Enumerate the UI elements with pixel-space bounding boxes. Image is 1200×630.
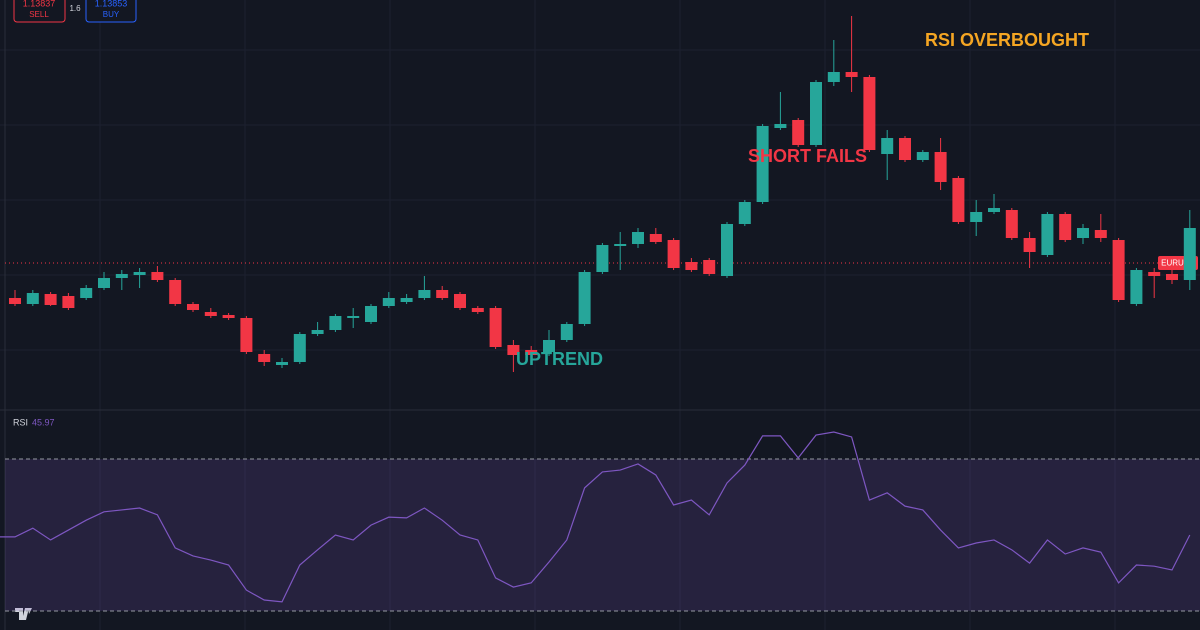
- rsi-line: [0, 431, 1191, 603]
- candle-body: [899, 138, 911, 160]
- sell-label: SELL: [29, 10, 49, 19]
- candle-body: [276, 362, 288, 365]
- candle-body: [952, 178, 965, 222]
- rsi-band: [5, 459, 1200, 612]
- candle-body: [721, 224, 733, 276]
- candle-body: [1112, 240, 1125, 300]
- candle-body: [329, 316, 342, 330]
- candle-body: [400, 298, 413, 302]
- candle-body: [756, 126, 769, 202]
- candle-body: [62, 296, 75, 308]
- buy-label: BUY: [103, 10, 120, 19]
- candle-body: [258, 354, 271, 362]
- candle-body: [311, 330, 324, 334]
- sell-price: 1.13837: [23, 0, 56, 8]
- candle-body: [916, 152, 929, 160]
- candle-body: [632, 232, 644, 244]
- candle-body: [80, 288, 93, 298]
- candle-body: [1094, 230, 1107, 238]
- rsi-value: 45.97: [32, 417, 55, 427]
- trade-ticket: 1.13837 SELL 1.6 1.13853 BUY: [13, 0, 137, 23]
- candle-body: [578, 272, 591, 324]
- candle-body: [1148, 272, 1161, 276]
- candle-body: [204, 312, 217, 316]
- candle-body: [560, 324, 573, 340]
- candle-body: [934, 152, 947, 182]
- candle-body: [970, 212, 983, 222]
- annotation: RSI OVERBOUGHT: [925, 30, 1089, 50]
- candle-body: [1077, 228, 1089, 238]
- candle-body: [365, 306, 377, 322]
- candle-body: [685, 262, 698, 270]
- candle-body: [774, 124, 787, 128]
- candle-body: [543, 340, 555, 352]
- candle-body: [240, 318, 253, 352]
- candle-body: [1183, 228, 1196, 280]
- candle-body: [418, 290, 431, 298]
- candle-body: [293, 334, 306, 362]
- rsi-name: RSI: [13, 417, 28, 427]
- candle-body: [507, 345, 520, 355]
- annotation: SHORT FAILS: [748, 146, 867, 166]
- candle-body: [881, 138, 894, 154]
- candle-body: [133, 272, 146, 275]
- candle-body: [845, 72, 858, 77]
- candle-body: [667, 240, 680, 268]
- candle-body: [1130, 270, 1143, 304]
- symbol-label: EURUSD: [1161, 259, 1195, 268]
- candle-body: [596, 245, 609, 272]
- candle-body: [738, 202, 751, 224]
- candle-body: [98, 278, 110, 288]
- candle-body: [614, 244, 627, 246]
- candle-body: [454, 294, 466, 308]
- candle-body: [169, 280, 182, 304]
- candle-body: [792, 120, 805, 145]
- candle-body: [1005, 210, 1018, 238]
- sell-button[interactable]: [13, 0, 66, 23]
- buy-price: 1.13853: [95, 0, 128, 8]
- candle-body: [436, 290, 449, 298]
- candle-body: [115, 274, 128, 278]
- spread: 1.6: [69, 4, 81, 13]
- candle-body: [222, 315, 235, 318]
- candle-body: [151, 272, 164, 280]
- candle-body: [187, 304, 199, 310]
- candle-body: [26, 293, 39, 304]
- candle-body: [703, 260, 716, 274]
- candle-body: [863, 77, 876, 150]
- annotation: UPTREND: [516, 349, 603, 369]
- candle-body: [649, 234, 662, 242]
- candle-body: [44, 294, 57, 305]
- candle-body: [1041, 214, 1054, 255]
- candle-body: [1166, 274, 1178, 280]
- candle-body: [988, 208, 1000, 212]
- candle-body: [489, 308, 502, 347]
- candle-body: [9, 298, 21, 304]
- candle-body: [827, 72, 840, 82]
- candle-body: [1059, 214, 1072, 240]
- candle-body: [347, 316, 360, 318]
- candle-body: [525, 350, 538, 355]
- candle-body: [1023, 238, 1036, 252]
- candle-body: [471, 308, 484, 312]
- candle-body: [382, 298, 395, 306]
- candle-body: [810, 82, 822, 145]
- buy-button[interactable]: [85, 0, 137, 23]
